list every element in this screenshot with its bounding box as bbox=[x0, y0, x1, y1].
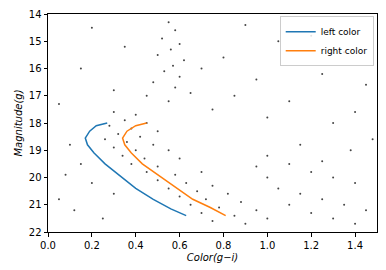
svg-text:1.4: 1.4 bbox=[347, 240, 363, 251]
svg-text:14: 14 bbox=[29, 9, 42, 20]
svg-text:left color: left color bbox=[321, 27, 361, 37]
svg-text:20: 20 bbox=[29, 172, 42, 183]
svg-text:1.0: 1.0 bbox=[259, 240, 275, 251]
svg-text:Magnitude(g): Magnitude(g) bbox=[13, 89, 24, 156]
svg-text:15: 15 bbox=[29, 36, 42, 47]
svg-text:0.2: 0.2 bbox=[84, 240, 100, 251]
svg-text:Color(g−i): Color(g−i) bbox=[187, 252, 238, 263]
svg-text:21: 21 bbox=[29, 199, 42, 210]
svg-text:16: 16 bbox=[29, 63, 42, 74]
svg-text:right color: right color bbox=[321, 46, 367, 56]
svg-text:0.8: 0.8 bbox=[216, 240, 232, 251]
svg-text:19: 19 bbox=[29, 145, 42, 156]
svg-text:22: 22 bbox=[29, 227, 42, 238]
svg-text:0.4: 0.4 bbox=[128, 240, 144, 251]
svg-text:18: 18 bbox=[29, 118, 42, 129]
svg-text:0.6: 0.6 bbox=[172, 240, 188, 251]
svg-text:0.0: 0.0 bbox=[40, 240, 56, 251]
svg-text:1.2: 1.2 bbox=[303, 240, 319, 251]
svg-text:17: 17 bbox=[29, 90, 42, 101]
